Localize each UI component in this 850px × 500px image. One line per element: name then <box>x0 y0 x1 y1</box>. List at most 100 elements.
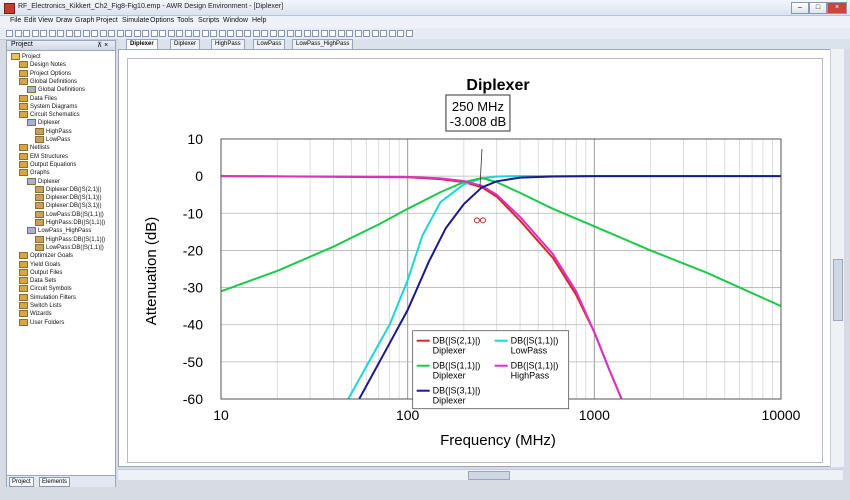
toolbar-button[interactable] <box>6 30 13 37</box>
tree-item[interactable]: LowPass:DB(|S(1,1)|) <box>35 210 104 219</box>
tab-elements[interactable]: Elements <box>39 477 71 487</box>
tree-item[interactable]: Project Options <box>19 69 71 78</box>
menu-options[interactable]: Options <box>150 17 175 24</box>
toolbar-button[interactable] <box>295 30 302 37</box>
menu-help[interactable]: Help <box>252 17 267 24</box>
toolbar-button[interactable] <box>91 30 98 37</box>
tree-item[interactable]: Circuit Schematics <box>19 111 80 119</box>
toolbar-button[interactable] <box>371 30 379 37</box>
tree-item[interactable]: Diplexer <box>27 177 60 186</box>
tree-item[interactable]: User Folders <box>19 318 64 327</box>
tree-item[interactable]: Optimizer Goals <box>19 252 73 260</box>
toolbar-button[interactable] <box>176 30 183 37</box>
toolbar-button[interactable] <box>82 30 90 37</box>
toolbar-button[interactable] <box>167 30 175 37</box>
toolbar-button[interactable] <box>244 30 251 37</box>
tree-item[interactable]: System Diagrams <box>19 102 77 111</box>
toolbar-button[interactable] <box>235 30 243 37</box>
minimize-button[interactable]: – <box>791 2 809 14</box>
doc-tab-lowpass[interactable]: LowPass <box>253 39 286 49</box>
toolbar-button[interactable] <box>227 30 234 37</box>
toolbar-button[interactable] <box>354 30 362 37</box>
tree-item[interactable]: Output Files <box>19 268 62 277</box>
menu-draw[interactable]: Draw <box>56 17 73 24</box>
menu-window[interactable]: Window <box>223 17 248 24</box>
doc-tab-highpass[interactable]: HighPass <box>211 39 245 49</box>
tree-item[interactable]: Global Definitions <box>19 77 77 86</box>
tree-item[interactable]: Output Equations <box>19 160 76 169</box>
toolbar-button[interactable] <box>312 30 319 37</box>
toolbar-button[interactable] <box>99 30 107 37</box>
tree-item[interactable]: HighPass:DB(|S(1,1)|) <box>35 219 105 227</box>
toolbar-button[interactable] <box>133 30 141 37</box>
toolbar-button[interactable] <box>278 30 285 37</box>
toolbar-button[interactable] <box>397 30 404 37</box>
toolbar-button[interactable] <box>159 30 166 37</box>
menu-simulate[interactable]: Simulate <box>122 17 150 24</box>
toolbar-button[interactable] <box>405 30 413 37</box>
toolbar-button[interactable] <box>388 30 396 37</box>
tree-item[interactable]: HighPass:DB(|S(1,1)|) <box>35 235 105 244</box>
menu-view[interactable]: View <box>38 17 54 24</box>
tree-item[interactable]: Global Definitions <box>27 86 85 94</box>
menu-edit[interactable]: Edit <box>24 17 37 24</box>
toolbar-button[interactable] <box>320 30 328 37</box>
toolbar-button[interactable] <box>329 30 336 37</box>
toolbar-button[interactable] <box>286 30 294 37</box>
toolbar-button[interactable] <box>150 30 158 37</box>
menu-project[interactable]: Project <box>96 17 118 24</box>
tree-item[interactable]: LowPass <box>35 136 70 144</box>
tree-item[interactable]: Circuit Symbols <box>19 285 72 293</box>
toolbar-button[interactable] <box>125 30 132 37</box>
tab-project[interactable]: Project <box>9 477 34 487</box>
vertical-scrollbar[interactable] <box>830 49 844 467</box>
toolbar-button[interactable] <box>142 30 149 37</box>
toolbar-button[interactable] <box>40 30 47 37</box>
panel-pin-close-icon[interactable]: ⊼ × <box>97 42 109 49</box>
tree-item[interactable]: EM Structures <box>19 152 68 161</box>
toolbar-button[interactable] <box>65 30 73 37</box>
toolbar-button[interactable] <box>346 30 353 37</box>
tree-item[interactable]: Design Notes <box>19 61 66 69</box>
menu-scripts[interactable]: Scripts <box>198 17 220 24</box>
toolbar-button[interactable] <box>201 30 209 37</box>
tree-item[interactable]: Wizards <box>19 310 52 318</box>
toolbar-button[interactable] <box>108 30 115 37</box>
tree-item[interactable]: LowPass_HighPass <box>27 227 91 235</box>
tree-item[interactable]: HighPass <box>35 127 72 136</box>
horizontal-scrollbar[interactable] <box>118 469 843 480</box>
toolbar-button[interactable] <box>252 30 260 37</box>
tree-item[interactable]: Netlists <box>19 144 50 152</box>
vertical-scroll-thumb[interactable] <box>833 259 843 321</box>
toolbar-button[interactable] <box>57 30 64 37</box>
tree-item[interactable]: Yield Goals <box>19 260 60 269</box>
toolbar-button[interactable] <box>23 30 30 37</box>
close-button[interactable]: × <box>827 2 847 14</box>
toolbar-button[interactable] <box>218 30 226 37</box>
tree-item[interactable]: Simulation Filters <box>19 293 76 302</box>
horizontal-scroll-thumb[interactable] <box>468 471 510 480</box>
tree-item[interactable]: Switch Lists <box>19 302 62 310</box>
toolbar-button[interactable] <box>31 30 39 37</box>
toolbar-button[interactable] <box>14 30 22 37</box>
tree-item[interactable]: LowPass:DB(|S(1,1)|) <box>35 243 104 252</box>
toolbar-button[interactable] <box>303 30 311 37</box>
menu-file[interactable]: File <box>10 17 22 24</box>
toolbar-button[interactable] <box>337 30 345 37</box>
toolbar-button[interactable] <box>363 30 370 37</box>
toolbar-button[interactable] <box>48 30 56 37</box>
toolbar-button[interactable] <box>269 30 277 37</box>
tree-item[interactable]: Diplexer:DB(|S(2,1)|) <box>35 185 101 194</box>
toolbar-button[interactable] <box>193 30 200 37</box>
toolbar-button[interactable] <box>380 30 387 37</box>
tree-item[interactable]: Diplexer <box>27 119 60 127</box>
tree-item[interactable]: Data Sets <box>19 277 56 285</box>
doc-tab-lowpass-highpass[interactable]: LowPass_HighPass <box>292 39 354 49</box>
tree-item[interactable]: Project <box>11 53 41 61</box>
menu-tools[interactable]: Tools <box>177 17 194 24</box>
toolbar-button[interactable] <box>74 30 81 37</box>
tree-item[interactable]: Graphs <box>19 169 50 177</box>
maximize-button[interactable]: □ <box>809 2 827 14</box>
menu-graph[interactable]: Graph <box>75 17 95 24</box>
tree-item[interactable]: Diplexer:DB(|S(3,1)|) <box>35 202 101 210</box>
